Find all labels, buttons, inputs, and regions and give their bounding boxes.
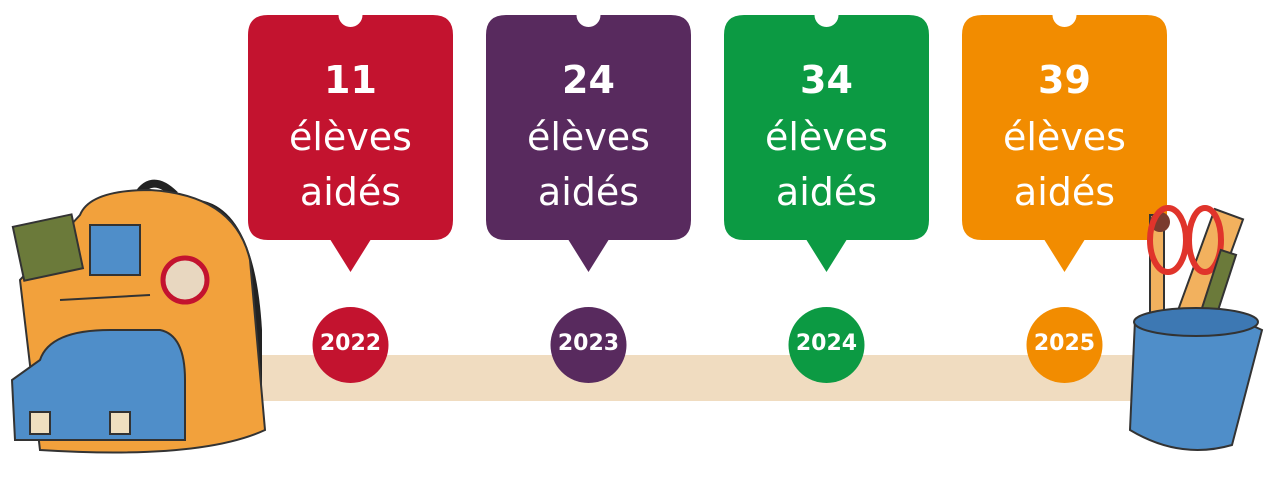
label: élèves aidés	[752, 110, 902, 220]
year: 2023	[549, 331, 629, 356]
year: 2024	[787, 331, 867, 356]
label: élèves aidés	[990, 110, 1140, 220]
label: élèves aidés	[276, 110, 426, 220]
backpack-icon	[12, 184, 265, 453]
count: 24	[486, 58, 691, 102]
year: 2022	[311, 331, 391, 356]
year: 2025	[1025, 331, 1105, 356]
count: 11	[248, 58, 453, 102]
count: 34	[724, 58, 929, 102]
page: 11 élèves aidés 2022 24 élèves aidés 2023 34 él…	[0, 0, 1274, 477]
pencil-cup-icon	[1130, 208, 1262, 450]
count: 39	[962, 58, 1167, 102]
label: élèves aidés	[514, 110, 664, 220]
timeline-band	[262, 355, 1147, 401]
